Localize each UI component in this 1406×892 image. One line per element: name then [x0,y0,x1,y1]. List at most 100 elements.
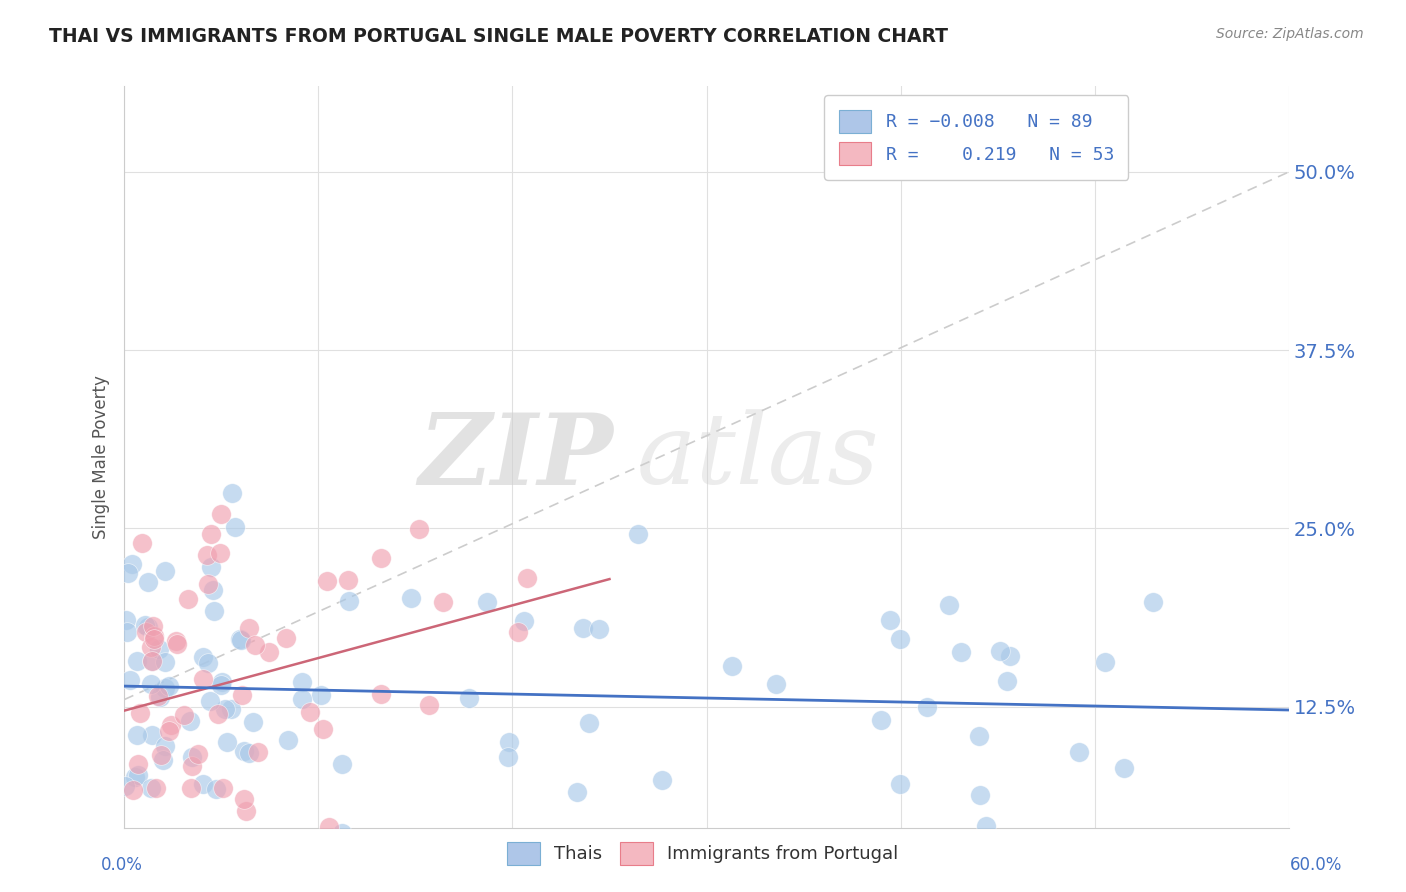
Point [765,677,787,691]
Point [141,654,163,668]
Point [224,520,246,534]
Point [221,486,243,500]
Point [193,650,215,665]
Point [330,756,353,771]
Point [139,640,162,655]
Point [157,723,180,738]
Point [141,728,163,742]
Point [228,632,250,646]
Point [274,631,297,645]
Point [242,714,264,729]
Point [142,629,165,643]
Point [1114,760,1136,774]
Text: 60.0%: 60.0% [1291,855,1343,873]
Point [572,621,595,635]
Point [336,573,359,587]
Point [1142,595,1164,609]
Point [197,656,219,670]
Point [567,785,589,799]
Point [949,645,972,659]
Point [173,708,195,723]
Point [496,749,519,764]
Point [337,594,360,608]
Legend: R = −0.008   N = 89, R =    0.219   N = 53: R = −0.008 N = 89, R = 0.219 N = 53 [824,95,1129,179]
Point [129,849,152,863]
Point [508,625,530,640]
Point [127,654,149,668]
Point [143,835,166,849]
Point [124,770,146,784]
Point [967,729,990,743]
Point [257,645,280,659]
Point [330,826,353,840]
Point [138,620,160,634]
Point [513,615,536,629]
Point [214,702,236,716]
Point [134,618,156,632]
Point [181,758,204,772]
Point [157,679,180,693]
Point [202,604,225,618]
Point [370,551,392,566]
Point [209,678,232,692]
Point [152,753,174,767]
Point [191,776,214,790]
Point [418,698,440,713]
Point [889,777,911,791]
Point [187,747,209,762]
Point [516,571,538,585]
Point [197,577,219,591]
Point [191,672,214,686]
Point [988,644,1011,658]
Point [121,557,143,571]
Point [211,675,233,690]
Point [155,739,177,753]
Point [627,527,650,541]
Point [231,688,253,702]
Point [155,564,177,578]
Point [291,691,314,706]
Point [131,535,153,549]
Point [150,747,173,762]
Point [148,690,170,705]
Point [166,637,188,651]
Point [145,780,167,795]
Point [176,591,198,606]
Point [207,706,229,721]
Point [211,780,233,795]
Point [159,717,181,731]
Point [166,835,188,849]
Point [475,595,498,609]
Point [208,546,231,560]
Point [201,583,224,598]
Point [235,804,257,818]
Point [173,849,195,863]
Point [141,618,163,632]
Point [118,673,141,687]
Point [432,595,454,609]
Point [115,613,138,627]
Text: 0.0%: 0.0% [101,855,143,873]
Y-axis label: Single Male Poverty: Single Male Poverty [93,376,110,539]
Point [143,632,166,646]
Point [121,782,143,797]
Point [233,792,256,806]
Text: ZIP: ZIP [419,409,613,506]
Point [238,746,260,760]
Point [139,781,162,796]
Point [998,649,1021,664]
Point [114,780,136,794]
Point [1069,745,1091,759]
Point [318,820,340,834]
Point [969,789,991,803]
Point [146,689,169,703]
Point [889,632,911,646]
Text: atlas: atlas [637,409,879,505]
Point [205,781,228,796]
Point [938,598,960,612]
Point [179,714,201,729]
Point [180,781,202,796]
Point [209,507,232,521]
Point [915,700,938,714]
Text: Source: ZipAtlas.com: Source: ZipAtlas.com [1216,27,1364,41]
